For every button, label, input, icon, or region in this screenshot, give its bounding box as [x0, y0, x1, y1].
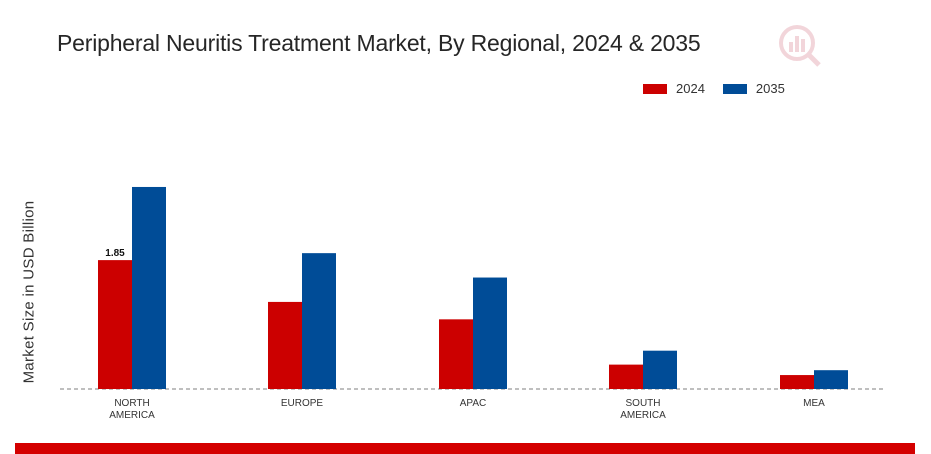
- chart-legend: 2024 2035: [643, 81, 803, 96]
- legend-swatch-2035: [722, 83, 747, 94]
- legend-label-2035: 2035: [755, 81, 785, 96]
- bar-2024-north-america: [98, 260, 132, 389]
- x-tick-label: APAC: [460, 398, 487, 409]
- footer-accent-bar: [15, 443, 915, 454]
- bar-2035-mea: [814, 370, 848, 389]
- x-tick-label: AMERICA: [620, 410, 666, 421]
- chart-title: Peripheral Neuritis Treatment Market, By…: [57, 30, 701, 56]
- x-tick-label: NORTH: [114, 398, 149, 409]
- bar-2035-apac: [473, 277, 507, 389]
- x-tick-label: AMERICA: [109, 410, 155, 421]
- bar-2035-north-america: [132, 186, 166, 389]
- logo-watermark-icon: [779, 25, 821, 67]
- x-tick-label: MEA: [803, 398, 825, 409]
- legend-label-2024: 2024: [676, 81, 705, 96]
- legend-swatch-2024: [643, 83, 667, 94]
- data-label: 1.85: [105, 248, 125, 259]
- legend-item-2035: 2035: [722, 81, 785, 96]
- legend-item-2024: 2024: [643, 81, 705, 96]
- bar-2024-south-america: [609, 364, 643, 389]
- x-tick-label: EUROPE: [281, 398, 324, 409]
- bar-2035-europe: [302, 253, 336, 389]
- bar-2035-south-america: [643, 350, 677, 389]
- bar-2024-mea: [780, 375, 814, 389]
- bar-2024-apac: [439, 319, 473, 389]
- x-tick-label: SOUTH: [626, 398, 661, 409]
- bar-2024-europe: [268, 301, 302, 389]
